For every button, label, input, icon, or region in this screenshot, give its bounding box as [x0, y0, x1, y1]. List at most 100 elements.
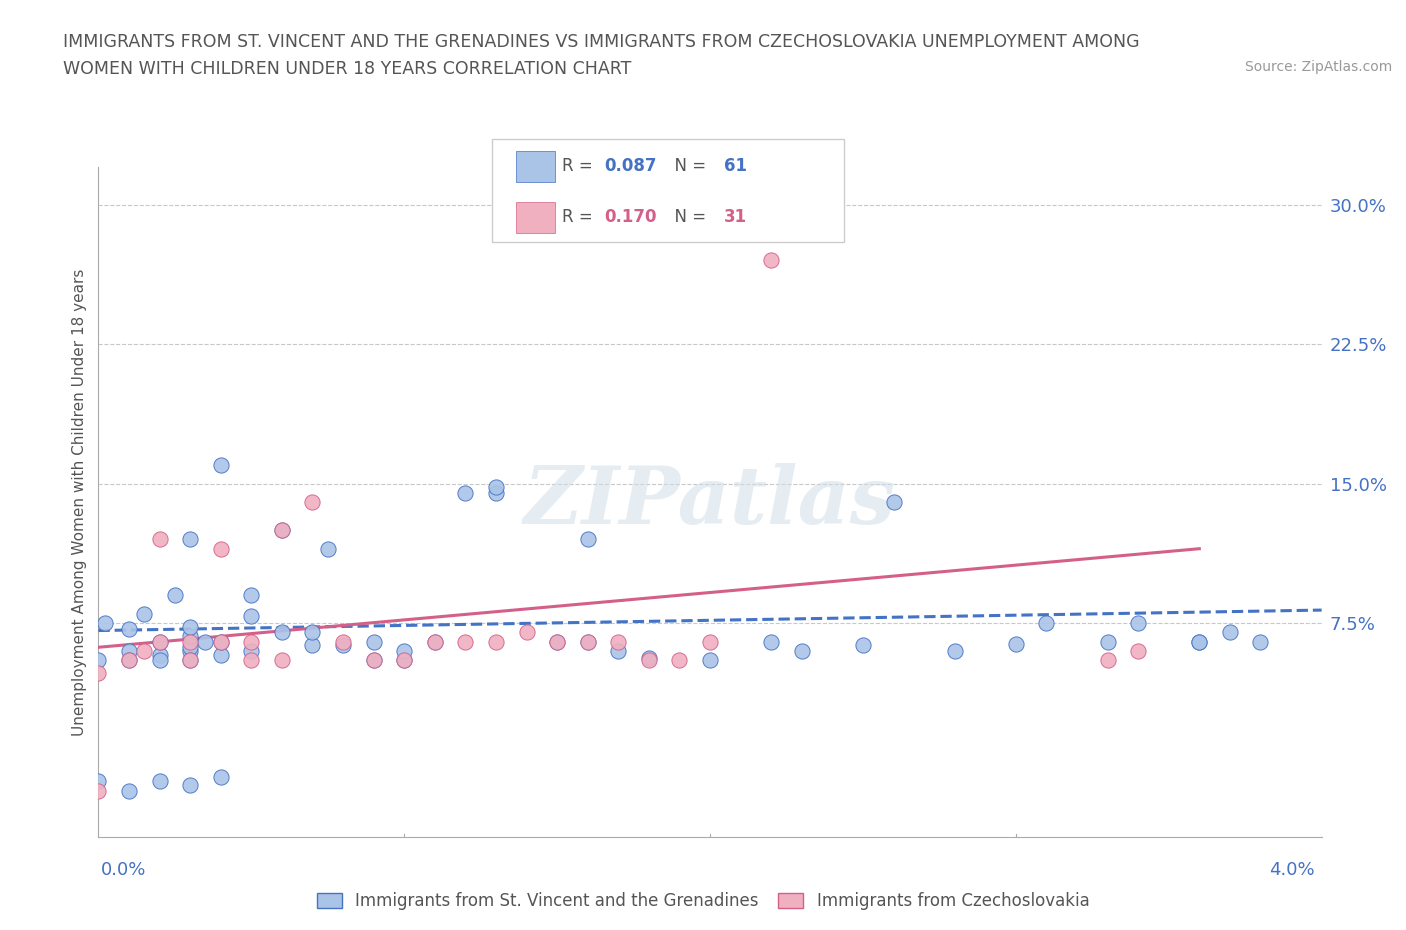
Point [179, 634, 201, 649]
Point [134, 606, 156, 621]
Point [363, 653, 385, 668]
Point [134, 644, 156, 658]
Text: N =: N = [664, 208, 711, 226]
Point [1249, 634, 1271, 649]
Point [179, 629, 201, 644]
Point [179, 532, 201, 547]
Point [576, 634, 599, 649]
Point [179, 653, 201, 668]
Point [423, 634, 446, 649]
Point [607, 634, 630, 649]
Point [149, 653, 172, 668]
Text: ZIPatlas: ZIPatlas [524, 463, 896, 541]
Point [1097, 634, 1119, 649]
Point [149, 634, 172, 649]
Point [209, 634, 232, 649]
Point [118, 621, 141, 636]
Point [270, 523, 294, 538]
Point [240, 588, 263, 603]
Point [1097, 653, 1119, 668]
Point [790, 644, 813, 658]
Point [118, 653, 141, 668]
Point [392, 653, 416, 668]
Point [87, 774, 110, 789]
Point [699, 634, 721, 649]
Point [943, 644, 966, 658]
Point [759, 253, 782, 268]
Point [316, 541, 339, 556]
Point [363, 653, 385, 668]
Point [209, 541, 232, 556]
Point [194, 634, 217, 649]
Point [87, 783, 110, 798]
Point [454, 485, 477, 500]
Point [607, 644, 630, 658]
Point [454, 634, 477, 649]
Point [149, 634, 172, 649]
Text: IMMIGRANTS FROM ST. VINCENT AND THE GRENADINES VS IMMIGRANTS FROM CZECHOSLOVAKIA: IMMIGRANTS FROM ST. VINCENT AND THE GREN… [63, 33, 1140, 50]
Point [240, 644, 263, 658]
Point [1128, 616, 1150, 631]
Point [240, 608, 263, 623]
Point [301, 638, 323, 653]
Point [1128, 644, 1150, 658]
Text: 4.0%: 4.0% [1270, 860, 1315, 879]
Point [332, 634, 354, 649]
Text: R =: R = [562, 208, 599, 226]
Point [179, 653, 201, 668]
Point [270, 625, 294, 640]
Point [87, 653, 110, 668]
Text: 31: 31 [724, 208, 747, 226]
Point [637, 653, 661, 668]
Y-axis label: Unemployment Among Women with Children Under 18 years: Unemployment Among Women with Children U… [72, 269, 87, 736]
Text: WOMEN WITH CHILDREN UNDER 18 YEARS CORRELATION CHART: WOMEN WITH CHILDREN UNDER 18 YEARS CORRE… [63, 60, 631, 78]
Point [883, 495, 905, 510]
Point [301, 625, 323, 640]
Point [149, 774, 172, 789]
Point [546, 634, 568, 649]
Point [1035, 616, 1057, 631]
Point [209, 770, 232, 785]
Text: 0.0%: 0.0% [101, 860, 146, 879]
Point [163, 588, 186, 603]
Point [423, 634, 446, 649]
Point [179, 619, 201, 634]
Point [240, 634, 263, 649]
Point [87, 666, 110, 681]
Point [1004, 636, 1026, 651]
Point [179, 777, 201, 792]
Point [516, 625, 538, 640]
Point [759, 634, 782, 649]
Point [332, 638, 354, 653]
Point [485, 485, 508, 500]
Point [179, 644, 201, 658]
Point [392, 653, 416, 668]
Point [118, 783, 141, 798]
Point [149, 532, 172, 547]
Point [209, 647, 232, 662]
Point [485, 480, 508, 495]
Point [363, 634, 385, 649]
Text: 61: 61 [724, 157, 747, 175]
Text: 0.170: 0.170 [605, 208, 657, 226]
Text: Source: ZipAtlas.com: Source: ZipAtlas.com [1244, 60, 1392, 74]
Text: 0.087: 0.087 [605, 157, 657, 175]
Point [209, 458, 232, 472]
Point [637, 651, 661, 666]
Text: N =: N = [664, 157, 711, 175]
Point [301, 495, 323, 510]
Point [576, 532, 599, 547]
Point [546, 634, 568, 649]
Point [93, 616, 115, 631]
Point [179, 640, 201, 655]
Point [1188, 634, 1211, 649]
Point [668, 653, 690, 668]
Point [392, 644, 416, 658]
Text: R =: R = [562, 157, 599, 175]
Legend: Immigrants from St. Vincent and the Grenadines, Immigrants from Czechoslovakia: Immigrants from St. Vincent and the Gren… [309, 885, 1097, 917]
Point [118, 644, 141, 658]
Point [118, 653, 141, 668]
Point [270, 653, 294, 668]
Point [576, 634, 599, 649]
Point [270, 523, 294, 538]
